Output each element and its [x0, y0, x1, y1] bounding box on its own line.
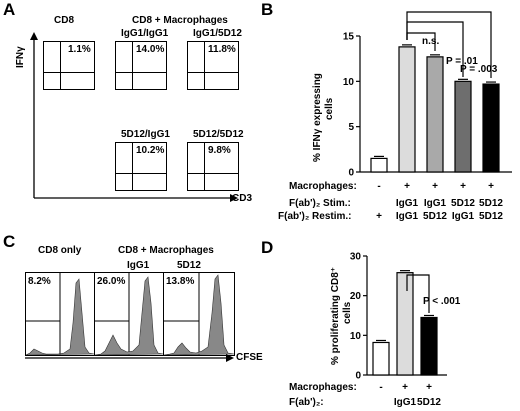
facs-label-5: 5D12/5D12 — [193, 129, 244, 140]
panel-b-p2: P = .003 — [460, 64, 498, 75]
y-tick-label-b-2: 10 — [343, 77, 355, 88]
bar-b-5 — [482, 83, 500, 173]
panel-b-cell-row2-col3: IgG1 — [423, 198, 447, 209]
y-tick-label-d-2: 20 — [350, 291, 362, 302]
bar-b-1 — [370, 157, 388, 173]
panel-b-cell-row3-col2: IgG1 — [395, 211, 419, 222]
panel-a-axes — [30, 32, 238, 202]
hist-pct-3: 13.8% — [166, 276, 195, 287]
panel-b-brackets — [406, 11, 492, 78]
panel-d-bracket — [406, 274, 430, 313]
y-tick-label-b-3: 15 — [343, 32, 355, 43]
panel-b-ns-label: n.s. — [422, 36, 440, 47]
panel-b-cell-row1-col5: + — [488, 181, 494, 192]
y-tick-label-d-3: 30 — [350, 252, 362, 263]
panel-c-col1-header: CD8 only — [38, 245, 82, 256]
panel-b-cell-row3-col3: 5D12 — [423, 211, 447, 222]
panel-d-p1: P < .001 — [423, 296, 461, 307]
facs-label-2: IgG1/IgG1 — [121, 28, 169, 39]
panel-d-cell-row2-col2: IgG1 — [393, 397, 417, 408]
panel-d-letter: D — [261, 238, 274, 257]
panel-b-letter: B — [261, 0, 274, 19]
panel-a-letter: A — [3, 0, 16, 19]
hist-pct-1: 8.2% — [28, 276, 51, 287]
hist-label-3: 5D12 — [177, 260, 201, 271]
y-tick-label-d-0: 0 — [355, 371, 361, 382]
panel-b-cell-row3-col4: IgG1 — [451, 211, 475, 222]
facs-pct-5: 9.8% — [208, 145, 231, 156]
panel-c-letter: C — [3, 232, 16, 251]
panel-b-cell-row1-col2: + — [404, 181, 410, 192]
bar-b-4 — [454, 80, 472, 173]
facs-pct-1: 1.1% — [68, 44, 91, 55]
panel-d-chart: 0 10 20 30 — [350, 252, 447, 382]
panel-d-ylabel-2: cells — [342, 301, 353, 324]
panel-d-cell-row1-col2: + — [402, 382, 408, 393]
facs-pct-2: 14.0% — [136, 44, 165, 55]
panel-a-col23-header: CD8 + Macrophages — [132, 15, 228, 26]
panel-d-row1-label: Macrophages: — [289, 382, 357, 393]
hist-pct-2: 26.0% — [97, 276, 126, 287]
facs-plot-igg1-5d12 — [187, 41, 239, 90]
hist-label-2: IgG1 — [127, 260, 150, 271]
panel-b-cell-row1-col3: + — [432, 181, 438, 192]
facs-pct-3: 11.8% — [208, 44, 236, 55]
panel-b-cell-row3-col5: 5D12 — [479, 211, 503, 222]
panel-c-col23-header: CD8 + Macrophages — [118, 245, 214, 256]
panel-b-cell-row2-col4: 5D12 — [451, 198, 475, 209]
panel-c-x-axis-label: CFSE — [236, 352, 263, 363]
panel-b-cell-row2-col5: 5D12 — [479, 198, 503, 209]
panel-d-cell-row1-col3: + — [426, 382, 432, 393]
panel-a-y-axis-label: IFNγ — [15, 46, 26, 68]
facs-label-4: 5D12/IgG1 — [121, 129, 170, 140]
panel-a-x-axis-label: CD3 — [232, 193, 253, 204]
panel-b-cell-row1-col1: - — [377, 181, 381, 192]
y-tick-label-b-0: 0 — [348, 168, 354, 179]
panel-b-chart: 0 5 10 15 — [343, 11, 512, 179]
facs-plot-5d12-5d12 — [187, 142, 239, 191]
bar-d-2 — [396, 272, 414, 376]
y-tick-label-d-1: 10 — [350, 331, 362, 342]
bar-b-2 — [398, 46, 416, 173]
y-tick-label-b-1: 5 — [348, 122, 354, 133]
bar-d-3 — [420, 316, 438, 376]
panel-b-cell-row1-col4: + — [460, 181, 466, 192]
panel-b-row3-label: F(ab')₂ Restim.: — [278, 211, 352, 222]
panel-d-ylabel-1: % proliferating CD8⁺ — [330, 266, 341, 365]
panel-b-cell-row3-col1: + — [376, 211, 382, 222]
panel-d-cell-row1-col1: - — [379, 382, 383, 393]
bar-b-3 — [426, 56, 444, 173]
panel-a-col1-header: CD8 — [54, 15, 75, 26]
facs-plot-5d12-igg1 — [115, 142, 167, 191]
histogram-cd8-only — [25, 272, 95, 356]
facs-pct-4: 10.2% — [136, 145, 165, 156]
panel-b-row1-label: Macrophages: — [289, 181, 357, 192]
panel-b-p1: P = .01 — [446, 56, 478, 67]
panel-b-row2-label: F(ab')₂ Stim.: — [289, 198, 351, 209]
panel-c-axis — [25, 354, 234, 362]
panel-d-cell-row2-col3: 5D12 — [417, 397, 441, 408]
panel-d-row2-label: F(ab')₂: — [289, 397, 324, 408]
facs-plot-igg1-igg1 — [115, 41, 167, 90]
facs-plot-cd8 — [43, 41, 95, 90]
histogram-5d12 — [163, 272, 235, 356]
bar-d-1 — [372, 341, 390, 376]
panel-b-cell-row2-col2: IgG1 — [395, 198, 419, 209]
facs-label-3: IgG1/5D12 — [193, 28, 242, 39]
